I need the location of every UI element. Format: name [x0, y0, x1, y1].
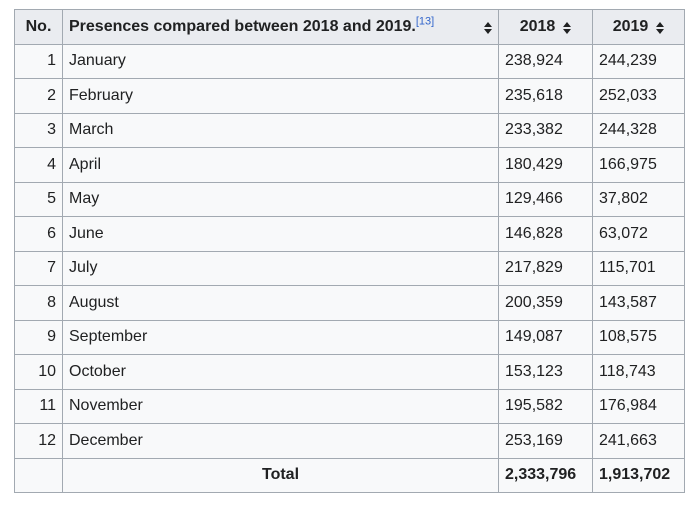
table-row: 5 May 129,466 37,802	[14, 181, 685, 217]
header-no: No.	[14, 9, 63, 45]
row-value-2018: 195,582	[498, 388, 593, 424]
total-value-2018: 2,333,796	[498, 457, 593, 493]
row-number: 5	[14, 181, 63, 217]
row-month: September	[62, 319, 499, 355]
sort-icon[interactable]	[656, 21, 665, 34]
total-empty-cell	[14, 457, 63, 493]
row-month: January	[62, 43, 499, 79]
row-number: 6	[14, 216, 63, 252]
row-number: 2	[14, 78, 63, 114]
presences-table: No. Presences compared between 2018 and …	[14, 9, 685, 493]
row-number: 10	[14, 354, 63, 390]
row-number: 3	[14, 112, 63, 148]
header-month[interactable]: Presences compared between 2018 and 2019…	[62, 9, 499, 45]
table-row: 6 June 146,828 63,072	[14, 216, 685, 252]
row-month: October	[62, 354, 499, 390]
row-value-2018: 180,429	[498, 147, 593, 183]
table-row: 7 July 217,829 115,701	[14, 250, 685, 286]
row-month: May	[62, 181, 499, 217]
header-no-label: No.	[25, 17, 52, 35]
table-row: 12 December 253,169 241,663	[14, 423, 685, 459]
row-number: 1	[14, 43, 63, 79]
total-value-2019: 1,913,702	[592, 457, 685, 493]
header-row: No. Presences compared between 2018 and …	[14, 9, 685, 45]
row-month: August	[62, 285, 499, 321]
table-row: 4 April 180,429 166,975	[14, 147, 685, 183]
row-value-2019: 241,663	[592, 423, 685, 459]
header-2018[interactable]: 2018	[498, 9, 593, 45]
table-row: 9 September 149,087 108,575	[14, 319, 685, 355]
total-label: Total	[62, 457, 499, 493]
table-row: 2 February 235,618 252,033	[14, 78, 685, 114]
row-month: March	[62, 112, 499, 148]
row-month: November	[62, 388, 499, 424]
row-number: 11	[14, 388, 63, 424]
row-month: July	[62, 250, 499, 286]
row-value-2019: 143,587	[592, 285, 685, 321]
row-value-2019: 244,239	[592, 43, 685, 79]
row-value-2018: 153,123	[498, 354, 593, 390]
row-value-2019: 166,975	[592, 147, 685, 183]
reference-link[interactable]: [13]	[415, 15, 435, 28]
header-2019-label: 2019	[612, 17, 649, 35]
header-month-label: Presences compared between 2018 and 2019…	[69, 17, 416, 35]
row-value-2019: 118,743	[592, 354, 685, 390]
row-value-2018: 217,829	[498, 250, 593, 286]
table-row: 11 November 195,582 176,984	[14, 388, 685, 424]
row-value-2018: 253,169	[498, 423, 593, 459]
row-month: February	[62, 78, 499, 114]
row-value-2019: 244,328	[592, 112, 685, 148]
row-value-2019: 252,033	[592, 78, 685, 114]
row-month: April	[62, 147, 499, 183]
table-row: 10 October 153,123 118,743	[14, 354, 685, 390]
sort-icon[interactable]	[563, 21, 572, 34]
row-value-2019: 108,575	[592, 319, 685, 355]
header-2019[interactable]: 2019	[592, 9, 685, 45]
row-number: 8	[14, 285, 63, 321]
row-month: June	[62, 216, 499, 252]
row-value-2018: 146,828	[498, 216, 593, 252]
row-value-2019: 37,802	[592, 181, 685, 217]
row-value-2018: 200,359	[498, 285, 593, 321]
row-number: 4	[14, 147, 63, 183]
row-value-2019: 176,984	[592, 388, 685, 424]
total-row: Total 2,333,796 1,913,702	[14, 457, 685, 493]
row-value-2019: 63,072	[592, 216, 685, 252]
row-value-2018: 235,618	[498, 78, 593, 114]
row-number: 7	[14, 250, 63, 286]
row-number: 9	[14, 319, 63, 355]
row-month: December	[62, 423, 499, 459]
table-row: 3 March 233,382 244,328	[14, 112, 685, 148]
header-2018-label: 2018	[519, 17, 556, 35]
table-row: 8 August 200,359 143,587	[14, 285, 685, 321]
table-row: 1 January 238,924 244,239	[14, 43, 685, 79]
row-value-2018: 149,087	[498, 319, 593, 355]
row-value-2018: 233,382	[498, 112, 593, 148]
row-value-2019: 115,701	[592, 250, 685, 286]
row-number: 12	[14, 423, 63, 459]
sort-icon[interactable]	[484, 21, 492, 34]
row-value-2018: 129,466	[498, 181, 593, 217]
row-value-2018: 238,924	[498, 43, 593, 79]
